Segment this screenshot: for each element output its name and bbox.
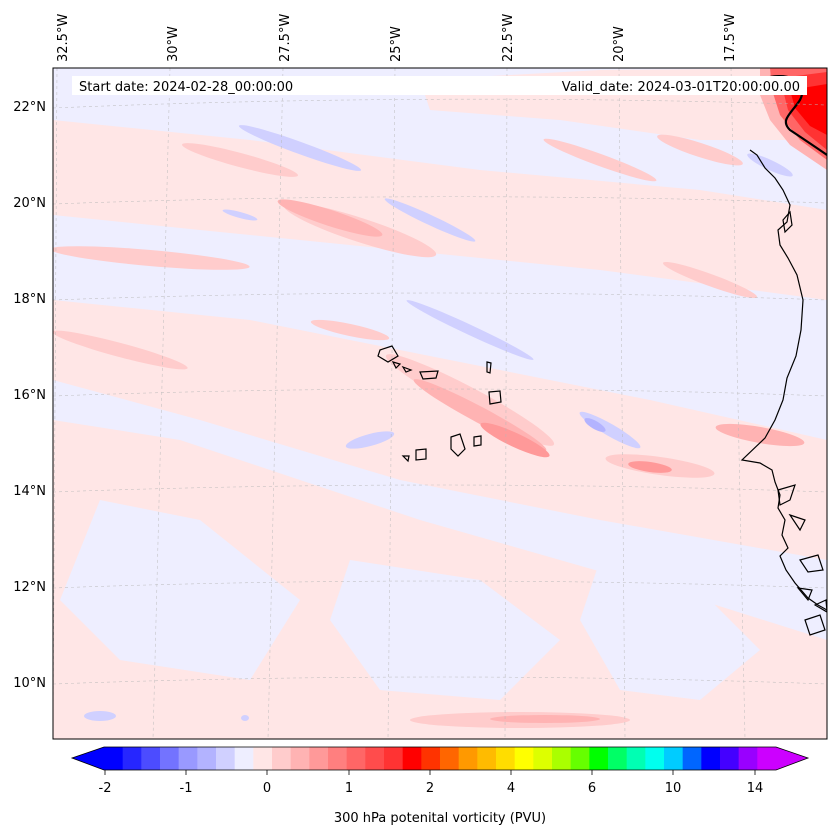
colorbar-segment <box>365 747 385 770</box>
lon-label: 27.5°W <box>278 14 293 62</box>
colorbar-segment <box>701 747 721 770</box>
cape-verde-islands <box>377 345 502 463</box>
colorbar-tick-label: 1 <box>345 781 353 796</box>
lat-label: 16°N <box>13 388 46 403</box>
colorbar-tick-label: 6 <box>588 781 596 796</box>
lon-label: 17.5°W <box>723 14 738 62</box>
lon-label: 32.5°W <box>56 14 71 62</box>
colorbar-segment <box>570 747 590 770</box>
colorbar-segment <box>477 747 497 770</box>
colorbar-segment <box>328 747 348 770</box>
colorbar-segment <box>682 747 702 770</box>
colorbar-ticks <box>104 770 756 775</box>
colorbar-segment <box>645 747 665 770</box>
colorbar-segment <box>253 747 273 770</box>
colorbar-segment <box>608 747 628 770</box>
colorbar-segment <box>290 747 310 770</box>
colorbar-segment <box>122 747 142 770</box>
colorbar-segment <box>104 747 124 770</box>
colorbar-segment <box>589 747 609 770</box>
colorbar-segment <box>757 747 777 770</box>
lon-label: 20°W <box>612 26 627 62</box>
colorbar-segment <box>552 747 572 770</box>
colorbar-segment <box>664 747 684 770</box>
colorbar: -2 -1 0 1 2 4 6 10 14 300 hPa potenital … <box>70 746 810 826</box>
lat-label: 14°N <box>13 484 46 499</box>
start-date-label: Start date: 2024-02-28_00:00:00 <box>79 80 293 95</box>
colorbar-segment <box>738 747 758 770</box>
valid-date-label: Valid_date: 2024-03-01T20:00:00.00 <box>562 80 800 95</box>
colorbar-segment <box>197 747 217 770</box>
colorbar-tick-labels: -2 -1 0 1 2 4 6 10 14 <box>99 781 764 796</box>
lon-label: 30°W <box>166 26 181 62</box>
colorbar-segment <box>421 747 441 770</box>
colorbar-segment <box>720 747 740 770</box>
map-frame <box>52 67 828 740</box>
colorbar-segment <box>514 747 534 770</box>
colorbar-tick-label: -2 <box>99 781 112 796</box>
date-header-box <box>72 76 807 95</box>
colorbar-segment <box>160 747 180 770</box>
colorbar-tick-label: 4 <box>507 781 515 796</box>
lat-label: 20°N <box>13 196 46 211</box>
colorbar-label: 300 hPa potenital vorticity (PVU) <box>334 811 546 826</box>
colorbar-min-extend <box>72 747 104 770</box>
colorbar-tick-label: -1 <box>180 781 193 796</box>
lat-label: 22°N <box>13 100 46 115</box>
map-panel <box>53 68 827 739</box>
colorbar-tick-label: 14 <box>747 781 764 796</box>
colorbar-segment <box>626 747 646 770</box>
colorbar-segment <box>402 747 422 770</box>
lat-label: 10°N <box>13 676 46 691</box>
lat-label: 18°N <box>13 292 46 307</box>
colorbar-tick-label: 2 <box>426 781 434 796</box>
colorbar-segment <box>141 747 161 770</box>
lon-label: 25°W <box>389 26 404 62</box>
longitude-labels: 32.5°W 30°W 27.5°W 25°W 22.5°W 20°W 17.5… <box>56 14 738 62</box>
colorbar-segment <box>216 747 236 770</box>
colorbar-segments <box>104 747 777 770</box>
colorbar-segment <box>346 747 366 770</box>
colorbar-segment <box>234 747 254 770</box>
lat-label: 12°N <box>13 580 46 595</box>
colorbar-segment <box>384 747 404 770</box>
gridlines <box>53 68 827 739</box>
colorbar-tick-label: 10 <box>665 781 682 796</box>
colorbar-max-extend <box>776 747 808 770</box>
colorbar-segment <box>458 747 478 770</box>
colorbar-outline <box>70 746 810 771</box>
colorbar-segment <box>533 747 553 770</box>
colorbar-segment <box>496 747 516 770</box>
colorbar-segment <box>178 747 198 770</box>
colorbar-segment <box>309 747 329 770</box>
latitude-labels: 22°N 20°N 18°N 16°N 14°N 12°N 10°N <box>13 100 46 691</box>
colorbar-segment <box>272 747 292 770</box>
lon-label: 22.5°W <box>501 14 516 62</box>
colorbar-segment <box>440 747 460 770</box>
colorbar-tick-label: 0 <box>263 781 271 796</box>
